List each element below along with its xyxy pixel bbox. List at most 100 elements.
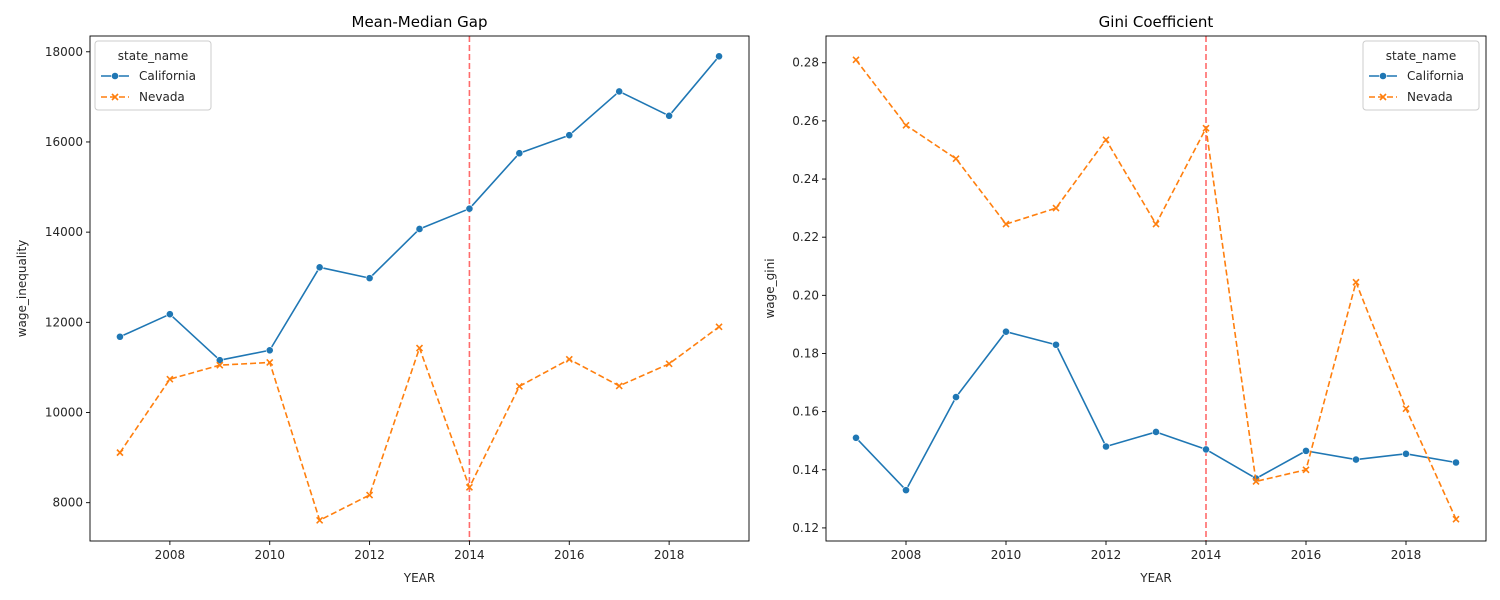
x-tick-label: 2016 (1291, 548, 1322, 562)
data-point-california (265, 346, 274, 355)
data-point-nevada (415, 344, 424, 352)
x-tick-label: 2018 (654, 548, 685, 562)
legend-marker-nevada (1379, 93, 1387, 101)
y-tick-label: 0.22 (792, 230, 819, 244)
data-point-california (1102, 442, 1110, 451)
data-point-california (116, 332, 124, 341)
data-point-nevada (665, 360, 673, 368)
data-point-california (1152, 428, 1160, 436)
legend-marker-california (111, 72, 119, 80)
x-tick-label: 2014 (1191, 548, 1222, 562)
y-tick-label: 0.26 (792, 114, 819, 128)
data-point-nevada (166, 375, 174, 383)
data-point-california (515, 149, 524, 158)
data-point-california (1452, 458, 1460, 467)
plot-frame (89, 35, 750, 542)
data-point-nevada (1402, 405, 1410, 413)
data-point-california (1002, 327, 1010, 336)
data-point-nevada (902, 121, 910, 129)
x-axis-label: YEAR (403, 571, 435, 585)
series-line-nevada (119, 326, 720, 522)
x-tick-label: 2012 (354, 548, 385, 562)
chart-panel-2: Gini Coefficient 2008 2010 2012 2014 2016 2018… (763, 13, 1487, 585)
data-point-nevada (366, 491, 374, 499)
chart-panel-1: Mean-Median Gap 2008 2010 2012 2014 2016 2018 8… (15, 13, 750, 585)
y-tick-label: 10000 (45, 405, 83, 419)
data-point-nevada (1252, 477, 1260, 485)
y-axis-label: wage_gini (763, 258, 777, 318)
data-point-california (715, 52, 723, 61)
legend-marker-nevada (111, 93, 119, 101)
data-point-nevada (1052, 204, 1060, 212)
legend-title: state_name (118, 49, 188, 63)
x-tick-label: 2016 (554, 548, 585, 562)
series-line-nevada (855, 59, 1457, 520)
data-point-nevada (515, 382, 523, 390)
data-point-nevada (565, 355, 573, 363)
data-point-california (1052, 340, 1060, 349)
y-tick-label: 0.20 (792, 288, 819, 302)
data-point-nevada (1152, 220, 1160, 228)
x-tick-label: 2008 (155, 548, 186, 562)
data-point-nevada (1452, 515, 1460, 523)
data-point-california (615, 87, 624, 96)
y-tick-label: 0.14 (792, 463, 819, 477)
x-tick-label: 2014 (454, 548, 485, 562)
data-point-nevada (852, 56, 860, 64)
data-point-california (665, 111, 674, 120)
legend-label-nevada: Nevada (1407, 90, 1453, 104)
y-axis-label: wage_inequality (15, 240, 29, 338)
data-point-nevada (216, 361, 224, 369)
data-point-california (315, 263, 324, 272)
data-point-california (465, 204, 474, 213)
data-point-california (902, 486, 910, 495)
y-tick-label: 0.12 (792, 521, 819, 535)
data-point-nevada (465, 483, 473, 491)
y-tick-label: 16000 (45, 135, 83, 149)
data-point-california (215, 356, 224, 365)
x-tick-label: 2012 (1091, 548, 1122, 562)
data-point-california (365, 274, 374, 283)
legend-marker-california (1379, 72, 1387, 80)
legend-title: state_name (1386, 49, 1456, 63)
plot-frame (825, 35, 1487, 542)
data-point-california (852, 433, 860, 442)
data-point-nevada (1352, 278, 1360, 286)
data-point-nevada (1302, 466, 1310, 474)
data-point-nevada (1002, 220, 1010, 228)
data-point-california (952, 393, 960, 401)
y-tick-label: 0.18 (792, 346, 819, 360)
data-point-california (565, 131, 574, 140)
x-tick-label: 2010 (254, 548, 285, 562)
y-tick-label: 12000 (45, 315, 83, 329)
data-point-california (1402, 449, 1410, 458)
y-tick-label: 14000 (45, 225, 83, 239)
legend-label-california: California (1407, 69, 1464, 83)
y-tick-label: 18000 (45, 45, 83, 59)
data-point-nevada (266, 358, 274, 367)
data-point-nevada (1202, 124, 1210, 132)
legend-box (1362, 40, 1480, 111)
data-point-california (1352, 455, 1360, 464)
chart-title: Mean-Median Gap (352, 13, 488, 31)
y-tick-label: 0.16 (792, 405, 819, 419)
x-tick-label: 2008 (891, 548, 922, 562)
data-point-nevada (715, 323, 723, 331)
legend-label-california: California (139, 69, 196, 83)
x-tick-label: 2018 (1391, 548, 1422, 562)
legend: state_name California Nevada (1362, 40, 1480, 111)
data-point-nevada (1102, 136, 1110, 144)
data-point-nevada (952, 155, 960, 163)
data-point-nevada (116, 449, 124, 457)
data-point-california (165, 310, 174, 319)
y-tick-label: 8000 (52, 496, 83, 510)
legend-box (94, 40, 212, 111)
series-line-california (855, 330, 1457, 491)
data-point-nevada (615, 382, 623, 390)
x-axis-label: YEAR (1139, 571, 1171, 585)
legend: state_name California Nevada (94, 40, 212, 111)
data-point-california (415, 225, 424, 233)
data-point-nevada (316, 516, 324, 524)
chart-title: Gini Coefficient (1099, 13, 1214, 31)
